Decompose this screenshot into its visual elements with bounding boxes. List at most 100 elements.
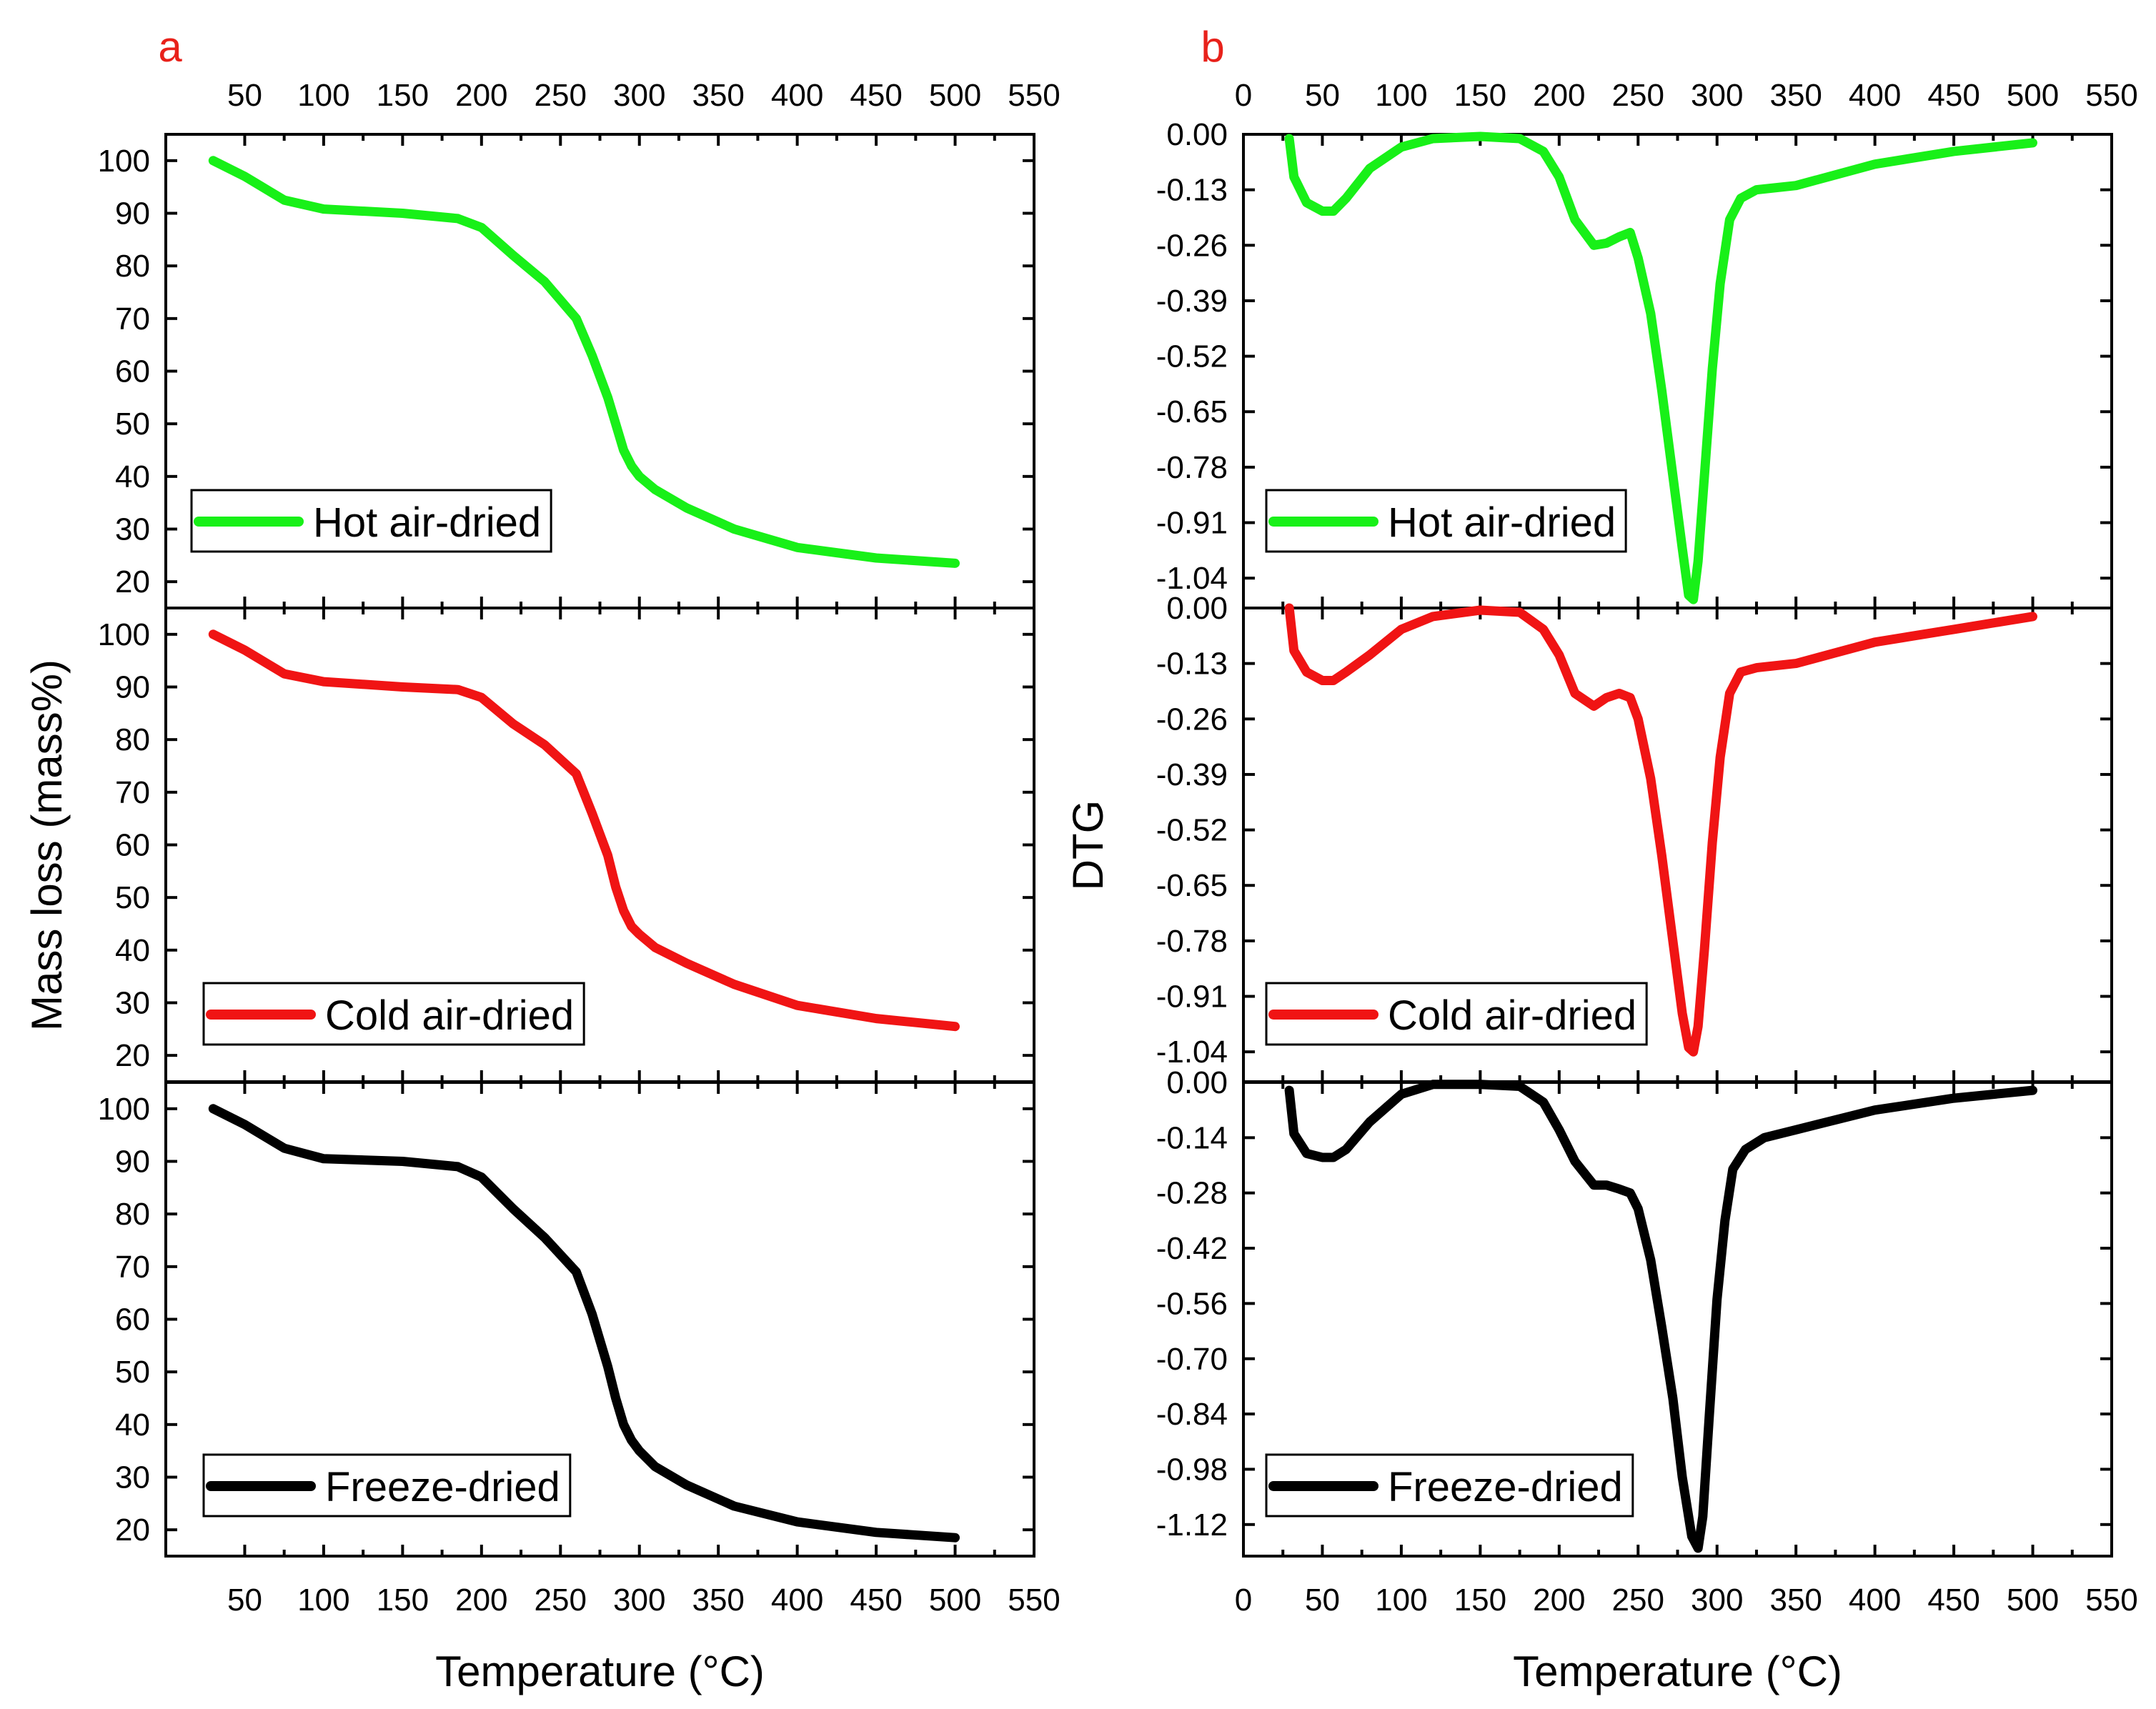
y-tick-label: 100 (98, 617, 150, 652)
y-tick-label: -0.70 (1156, 1342, 1228, 1377)
x-tick-bottom-label: 0 (1235, 1583, 1252, 1618)
subplot-b-hot-air-dried: 0.00 -0.13 -0.26 -0.39 -0.52 -0.65 -0.78 -0.91 -… (1156, 117, 2113, 609)
y-tick-label: -0.98 (1156, 1452, 1228, 1487)
y-tick-label: 30 (115, 512, 150, 547)
y-tick-label: 50 (115, 407, 150, 442)
y-tick-label: 0.00 (1166, 117, 1228, 152)
x-tick-bottom-label: 550 (1008, 1583, 1060, 1618)
x-tick-bottom-label: 450 (850, 1583, 902, 1618)
subplot-b-freeze-dried: 0.00 -0.14 -0.28 -0.42 -0.56 -0.70 -0.84 -0.98 -… (1156, 1065, 2113, 1558)
series-line-freeze-dried (208, 1104, 960, 1543)
x-axis-title-a: Temperature (°C) (435, 1648, 765, 1695)
y-tick-label: -1.04 (1156, 1035, 1228, 1070)
x-tick-top-label: 50 (1305, 78, 1340, 113)
y-tick-label: -0.28 (1156, 1176, 1228, 1211)
y-tick-label: -0.84 (1156, 1397, 1228, 1432)
x-tick-top-label: 450 (1927, 78, 1979, 113)
x-tick-bottom-label: 50 (227, 1583, 262, 1618)
legend-label: Freeze-dried (325, 1464, 560, 1510)
legend-label: Cold air-dried (1388, 992, 1636, 1039)
y-tick-label: 20 (115, 1513, 150, 1548)
subplot-a-cold-air-dried: 20 30 40 50 60 70 80 90 100 Cold air-dried (98, 607, 1035, 1083)
y-tick-label: 80 (115, 1197, 150, 1232)
y-tick-label: 40 (115, 933, 150, 968)
legend-label: Freeze-dried (1388, 1464, 1623, 1510)
legend-hot-air-dried: Hot air-dried (190, 489, 552, 553)
y-axis-title-a: Mass loss (mass%) (23, 659, 71, 1031)
x-tick-bottom-label: 100 (1375, 1583, 1427, 1618)
panel-letter-a: a (158, 23, 182, 71)
y-tick-label: 100 (98, 1092, 150, 1127)
x-tick-bottom-label: 250 (535, 1583, 587, 1618)
y-tick-label: 30 (115, 986, 150, 1021)
x-tick-top-label: 250 (1612, 78, 1664, 113)
x-tick-top-label: 0 (1235, 78, 1252, 113)
y-tick-label: 80 (115, 722, 150, 757)
x-tick-bottom-label: 550 (2085, 1583, 2137, 1618)
x-tick-top-label: 150 (377, 78, 429, 113)
x-tick-bottom-label: 400 (1849, 1583, 1901, 1618)
x-tick-top-label: 500 (2007, 78, 2059, 113)
y-tick-label: 90 (115, 670, 150, 705)
y-tick-label: -0.91 (1156, 980, 1228, 1015)
x-axis-title-b: Temperature (°C) (1513, 1648, 1842, 1695)
y-tick-label: 90 (115, 196, 150, 231)
y-tick-label: -0.39 (1156, 757, 1228, 792)
x-tick-bottom-label: 500 (2007, 1583, 2059, 1618)
y-tick-label: 70 (115, 302, 150, 337)
y-tick-label: 90 (115, 1145, 150, 1180)
y-tick-label: 50 (115, 880, 150, 915)
x-tick-top-label: 250 (535, 78, 587, 113)
x-tick-top-label: 350 (692, 78, 744, 113)
x-tick-top-label: 500 (929, 78, 981, 113)
y-tick-label: 70 (115, 775, 150, 810)
subplot-b-cold-air-dried: 0.00 -0.13 -0.26 -0.39 -0.52 -0.65 -0.78 -0.91 -… (1156, 591, 2113, 1083)
y-tick-label: 30 (115, 1460, 150, 1495)
y-tick-label: -0.56 (1156, 1286, 1228, 1321)
x-tick-top-label: 400 (1849, 78, 1901, 113)
legend-label: Hot air-dried (1388, 499, 1616, 546)
legend-cold-air-dried: Cold air-dried (1265, 982, 1648, 1046)
y-tick-label: -0.65 (1156, 394, 1228, 429)
x-tick-top-label: 150 (1454, 78, 1506, 113)
x-tick-top-label: 400 (771, 78, 823, 113)
x-tick-top-label: 200 (1533, 78, 1585, 113)
y-tick-label: -0.26 (1156, 702, 1228, 737)
y-tick-label: 0.00 (1166, 591, 1228, 626)
series-line-cold-air-dried (208, 629, 960, 1032)
x-tick-bottom-label: 500 (929, 1583, 981, 1618)
x-tick-top-label: 100 (297, 78, 349, 113)
x-tick-bottom-label: 350 (692, 1583, 744, 1618)
y-tick-label: 20 (115, 564, 150, 599)
panel-a: a 50 50 100 100 150 150 200 200 250 250 300 300 350 35… (23, 23, 1060, 1695)
x-tick-bottom-label: 300 (1691, 1583, 1743, 1618)
x-tick-bottom-label: 50 (1305, 1583, 1340, 1618)
x-tick-top-label: 300 (613, 78, 665, 113)
legend-label: Cold air-dried (325, 992, 574, 1039)
x-tick-top-label: 550 (1008, 78, 1060, 113)
x-tick-bottom-label: 350 (1769, 1583, 1822, 1618)
y-tick-label: -0.42 (1156, 1231, 1228, 1266)
y-axis-title-b: DTG (1064, 800, 1112, 891)
y-tick-label: -0.13 (1156, 173, 1228, 208)
legend-freeze-dried: Freeze-dried (202, 1453, 572, 1518)
x-tick-bottom-label: 300 (613, 1583, 665, 1618)
y-tick-label: 100 (98, 144, 150, 179)
y-tick-label: -0.13 (1156, 647, 1228, 682)
x-tick-bottom-label: 400 (771, 1583, 823, 1618)
x-tick-bottom-label: 450 (1927, 1583, 1979, 1618)
x-tick-top-label: 200 (455, 78, 507, 113)
panel-b: b005050100100150150200200250250300300350… (1064, 23, 2138, 1695)
subplot-a-freeze-dried: 20 30 40 50 60 70 80 90 100 Freeze-dried (98, 1081, 1035, 1558)
y-tick-label: -0.52 (1156, 813, 1228, 848)
y-tick-label: 60 (115, 1302, 150, 1337)
y-tick-label: -1.04 (1156, 561, 1228, 596)
legend-freeze-dried: Freeze-dried (1265, 1453, 1634, 1518)
x-tick-top-label: 50 (227, 78, 262, 113)
panel-letter-b: b (1201, 23, 1224, 71)
x-tick-top-label: 100 (1375, 78, 1427, 113)
x-tick-top-label: 450 (850, 78, 902, 113)
y-tick-label: -0.39 (1156, 284, 1228, 319)
legend-hot-air-dried: Hot air-dried (1265, 489, 1627, 553)
